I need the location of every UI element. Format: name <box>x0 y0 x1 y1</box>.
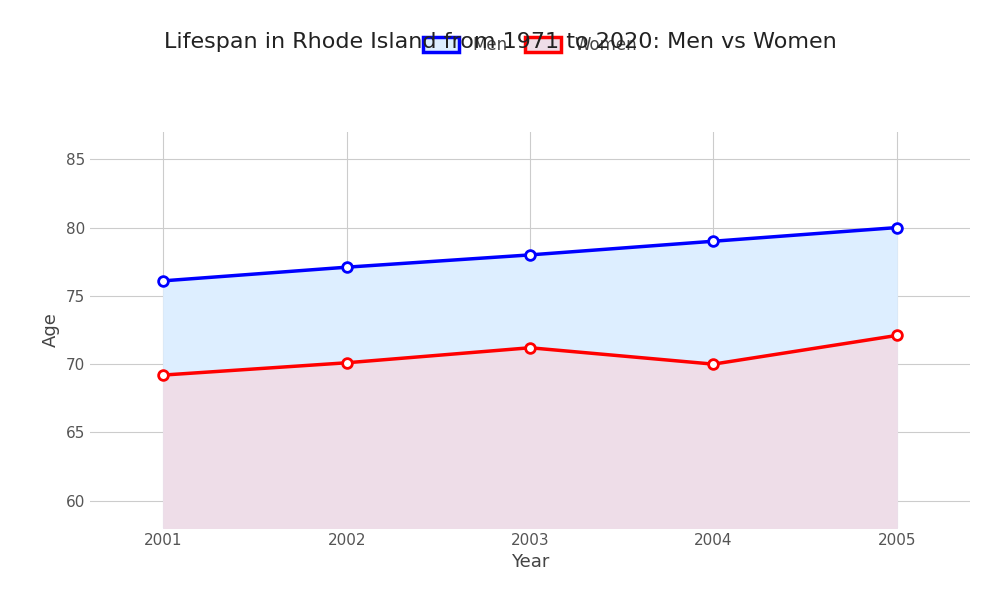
X-axis label: Year: Year <box>511 553 549 571</box>
Y-axis label: Age: Age <box>42 313 60 347</box>
Legend: Men, Women: Men, Women <box>416 29 644 61</box>
Text: Lifespan in Rhode Island from 1971 to 2020: Men vs Women: Lifespan in Rhode Island from 1971 to 20… <box>164 32 836 52</box>
